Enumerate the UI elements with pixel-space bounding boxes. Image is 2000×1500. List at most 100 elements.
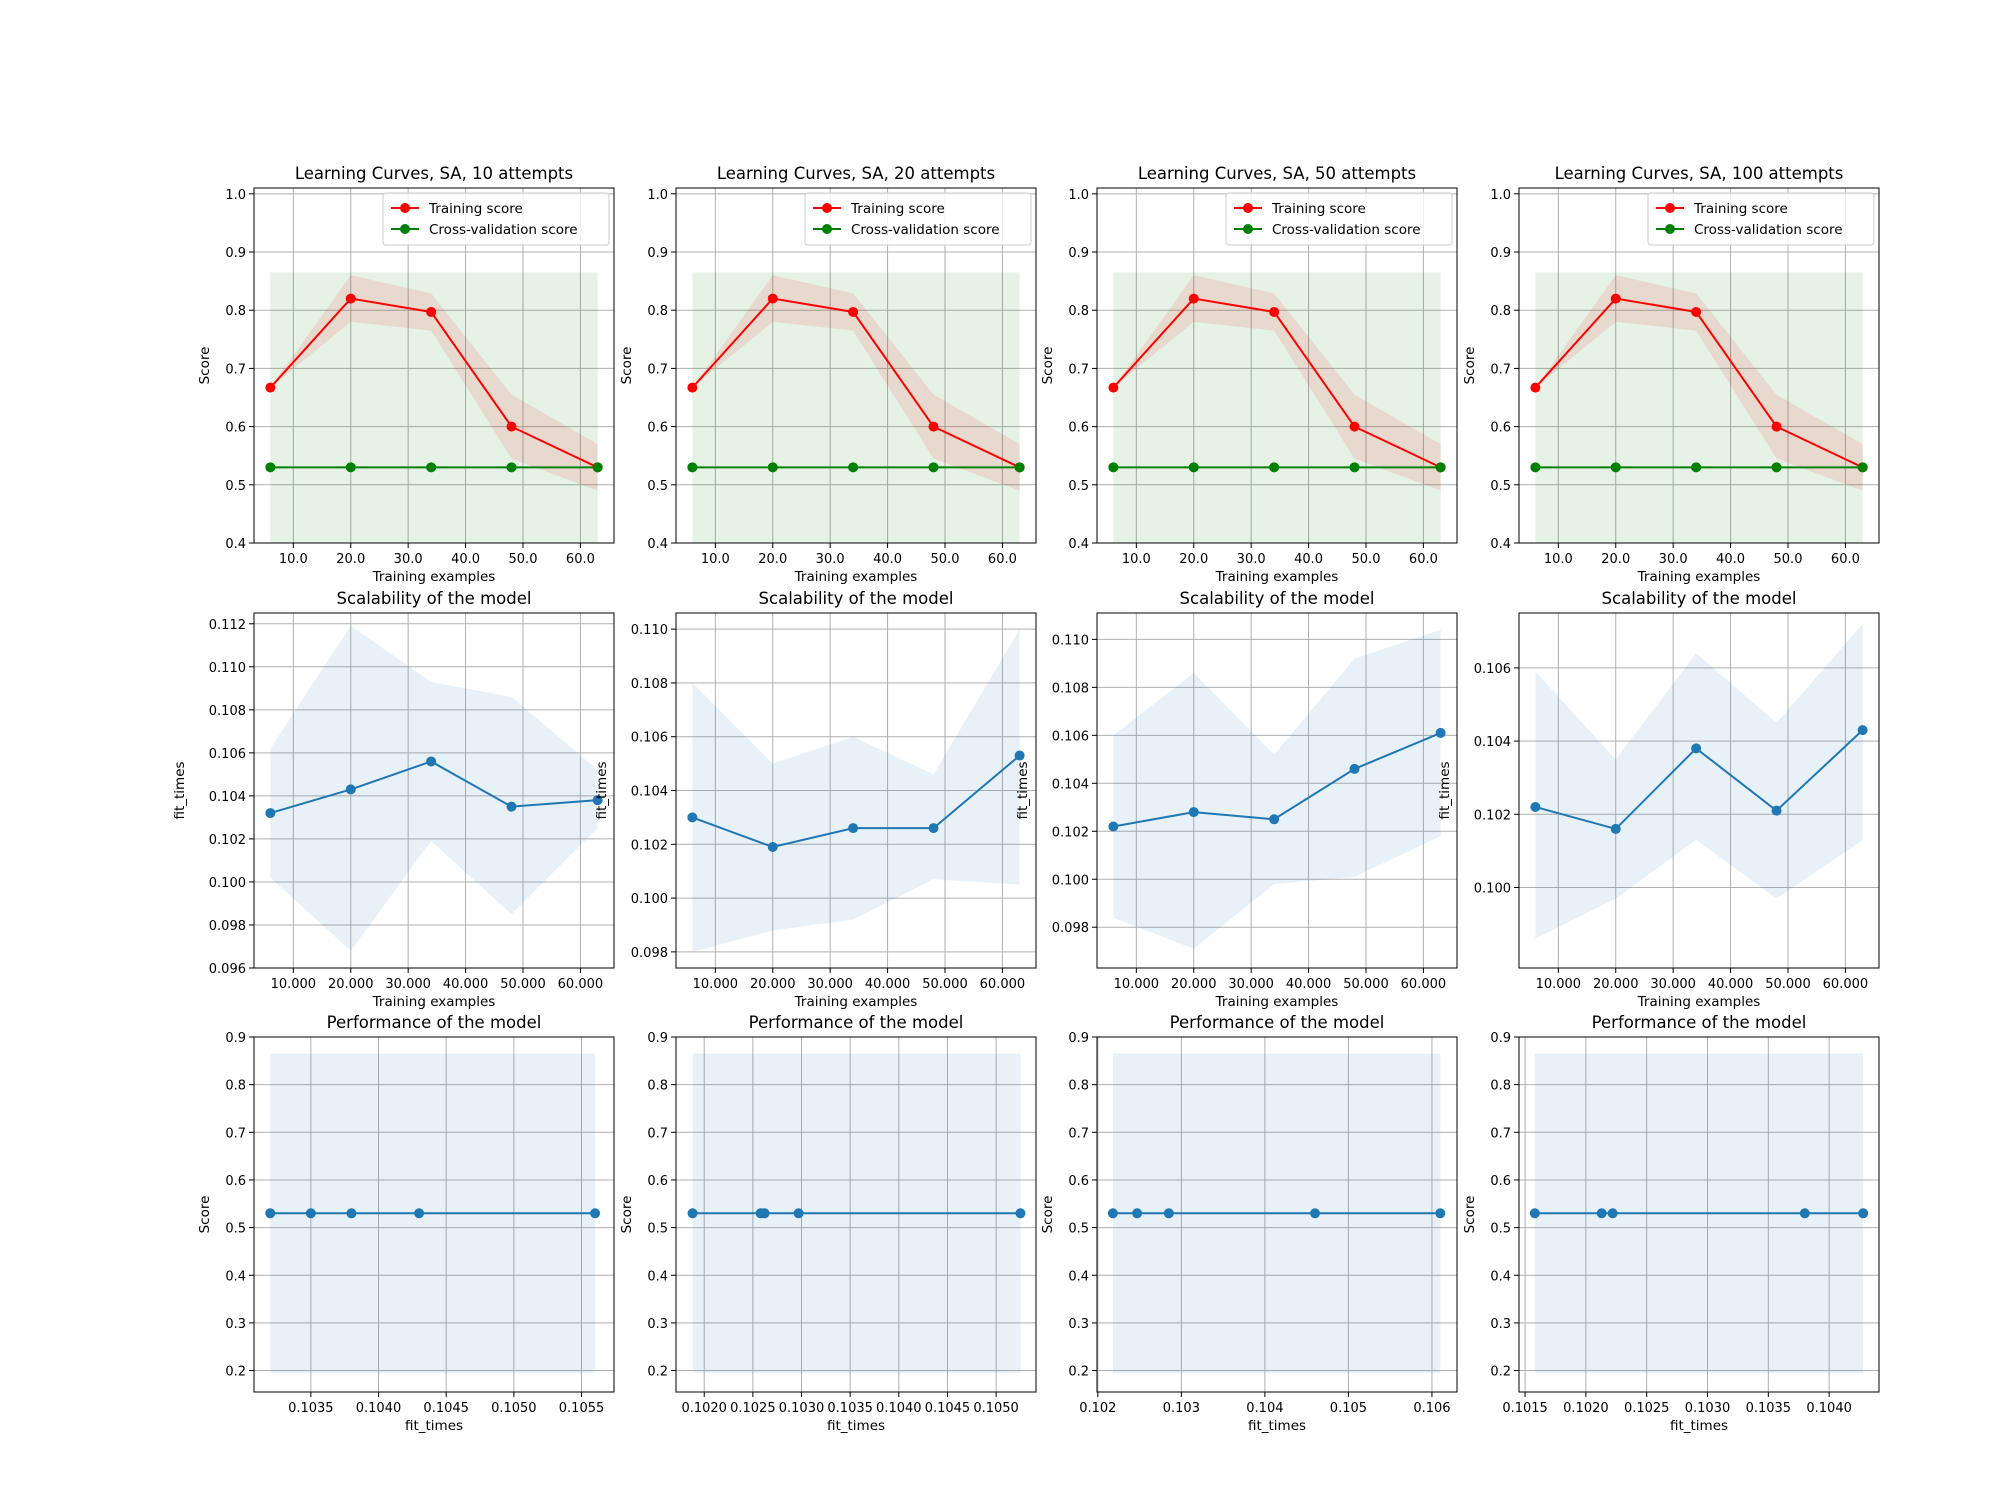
legend-marker <box>400 224 410 234</box>
data-point <box>1691 743 1702 754</box>
data-point <box>506 421 517 432</box>
data-point <box>1269 462 1280 473</box>
data-point <box>1132 1208 1143 1219</box>
y-tick-label: 0.4 <box>225 1269 246 1284</box>
x-tick-label: 60.0 <box>1831 552 1860 567</box>
data-point <box>305 1208 316 1219</box>
data-point <box>1188 462 1199 473</box>
x-tick-label: 10.0 <box>1544 552 1573 567</box>
data-point <box>1857 725 1868 736</box>
x-tick-label: 0.105 <box>1330 1401 1367 1416</box>
data-point <box>1529 1208 1540 1219</box>
x-tick-label: 0.1040 <box>876 1401 922 1416</box>
data-point <box>1108 462 1119 473</box>
subplot-10: 0.1020 0.1025 0.1030 0.1035 0.1040 0.1045 0.10… <box>619 1013 1037 1434</box>
legend-box <box>804 192 1032 246</box>
y-tick-label: 0.104 <box>1052 777 1089 792</box>
legend-label: Cross-validation score <box>1272 222 1421 238</box>
data-point <box>687 462 698 473</box>
subplot-7: 10.000 20.000 30.000 40.000 50.000 60.000 0.09… <box>1015 589 1458 1010</box>
x-tick-label: 10.000 <box>693 977 739 992</box>
y-tick-label: 0.3 <box>647 1317 668 1332</box>
y-tick-label: 0.9 <box>1068 1031 1089 1046</box>
data-point <box>265 462 276 473</box>
y-tick-label: 0.2 <box>225 1365 246 1380</box>
y-tick-label: 1.0 <box>647 188 668 203</box>
y-tick-label: 0.098 <box>209 919 246 934</box>
legend-label: Training score <box>428 201 523 217</box>
x-tick-label: 0.104 <box>1246 1401 1283 1416</box>
y-tick-label: 1.0 <box>225 188 246 203</box>
y-axis-label: Score <box>619 1196 635 1234</box>
y-tick-label: 0.110 <box>631 623 668 638</box>
axes-frame <box>1518 187 1880 544</box>
x-tick-label: 0.103 <box>1163 1401 1200 1416</box>
y-tick-label: 0.096 <box>209 962 246 977</box>
data-point <box>1435 462 1446 473</box>
axes-frame <box>253 187 615 544</box>
plot-area <box>676 1037 1036 1392</box>
y-tick-label: 0.106 <box>631 731 668 746</box>
legend-box <box>1225 192 1453 246</box>
y-axis-label: Score <box>1040 347 1056 385</box>
x-tick-label: 40.0 <box>1294 552 1323 567</box>
legend-marker <box>822 224 832 234</box>
x-axis-label: Training examples <box>794 994 918 1010</box>
legend-marker <box>1243 203 1253 213</box>
data-point <box>759 1208 770 1219</box>
x-tick-label: 0.1025 <box>1624 1401 1670 1416</box>
chart-title: Performance of the model <box>1592 1013 1807 1032</box>
x-axis-label: Training examples <box>372 994 496 1010</box>
y-tick-label: 1.0 <box>1068 188 1089 203</box>
y-tick-label: 0.104 <box>631 785 668 800</box>
series-band <box>1113 629 1441 949</box>
x-tick-label: 0.1045 <box>423 1401 469 1416</box>
x-tick-label: 60.000 <box>1401 977 1447 992</box>
x-tick-label: 50.0 <box>1774 552 1803 567</box>
y-tick-label: 0.9 <box>647 1031 668 1046</box>
data-point <box>1163 1208 1174 1219</box>
x-tick-label: 0.1025 <box>730 1401 776 1416</box>
y-tick-label: 0.7 <box>1068 1126 1089 1141</box>
subplot-12: 0.1015 0.1020 0.1025 0.1030 0.1035 0.1040 0.2 0… <box>1462 1013 1880 1434</box>
y-tick-label: 0.9 <box>1490 1031 1511 1046</box>
data-point <box>1610 462 1621 473</box>
data-point <box>1530 462 1541 473</box>
y-axis-label: Score <box>1462 1196 1478 1234</box>
x-tick-label: 0.1050 <box>973 1401 1019 1416</box>
x-tick-label: 0.1035 <box>288 1401 334 1416</box>
y-tick-label: 0.6 <box>1068 1174 1089 1189</box>
series-band <box>1113 275 1441 491</box>
data-point <box>1269 814 1280 825</box>
x-tick-label: 20.000 <box>750 977 796 992</box>
chart-title: Performance of the model <box>327 1013 542 1032</box>
x-tick-label: 30.000 <box>385 977 431 992</box>
x-tick-label: 10.000 <box>1114 977 1160 992</box>
y-tick-label: 0.5 <box>1068 1222 1089 1237</box>
y-tick-label: 0.3 <box>225 1317 246 1332</box>
series-band <box>1535 275 1863 491</box>
x-tick-label: 30.0 <box>816 552 845 567</box>
legend: Training score Cross-validation score <box>382 192 610 246</box>
y-axis-label: Score <box>1040 1196 1056 1234</box>
axes-frame <box>1518 612 1880 969</box>
y-tick-label: 0.8 <box>225 304 246 319</box>
y-axis-label: fit_times <box>1015 761 1031 819</box>
x-tick-label: 0.106 <box>1413 1401 1450 1416</box>
legend: Training score Cross-validation score <box>1225 192 1453 246</box>
y-tick-label: 0.106 <box>1474 662 1511 677</box>
y-tick-label: 0.9 <box>225 1031 246 1046</box>
legend-label: Cross-validation score <box>851 222 1000 238</box>
y-tick-label: 0.7 <box>1490 362 1511 377</box>
x-tick-label: 0.1020 <box>681 1401 727 1416</box>
y-tick-label: 0.6 <box>1490 421 1511 436</box>
y-tick-label: 0.9 <box>1068 246 1089 261</box>
data-point <box>1610 823 1621 834</box>
legend-label: Cross-validation score <box>1694 222 1843 238</box>
y-tick-label: 0.7 <box>1490 1126 1511 1141</box>
axes-frame <box>1096 1036 1458 1393</box>
y-tick-label: 0.6 <box>647 421 668 436</box>
series-band <box>692 275 1020 491</box>
y-tick-label: 0.4 <box>647 1269 668 1284</box>
series-band <box>692 629 1020 952</box>
